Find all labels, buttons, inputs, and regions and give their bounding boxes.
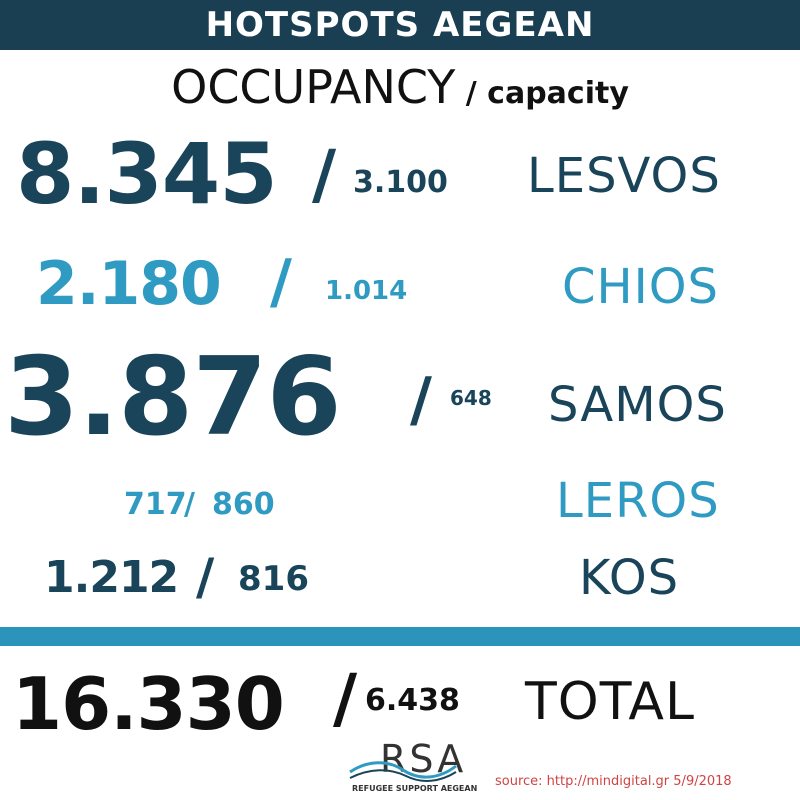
leros-occupancy: 717: [124, 487, 187, 522]
kos-name: KOS: [579, 550, 680, 606]
leros-name: LEROS: [556, 473, 720, 529]
leros-capacity: 860: [212, 487, 275, 522]
chios-separator: /: [270, 247, 292, 317]
total-separator: /: [333, 660, 358, 737]
wave-icon: [349, 761, 457, 782]
total-label: TOTAL: [525, 672, 695, 732]
header-title: HOTSPOTS AEGEAN: [205, 5, 595, 45]
subtitle-main: OCCUPANCY: [171, 60, 456, 114]
kos-separator: /: [196, 548, 215, 606]
lesvos-occupancy: 8.345: [16, 125, 278, 223]
samos-capacity: 648: [450, 386, 492, 410]
source-note: source: http://mindigital.gr 5/9/2018: [495, 774, 732, 789]
samos-occupancy: 3.876: [4, 335, 342, 460]
chios-occupancy: 2.180: [36, 249, 222, 319]
subtitle-separator: /: [455, 76, 488, 111]
kos-occupancy: 1.212: [44, 552, 179, 603]
subtitle-secondary: capacity: [487, 76, 629, 111]
leros-separator: /: [184, 487, 195, 522]
lesvos-capacity: 3.100: [353, 165, 448, 200]
lesvos-separator: /: [312, 136, 337, 213]
total-occupancy: 16.330: [12, 662, 285, 746]
lesvos-name: LESVOS: [527, 148, 721, 204]
total-capacity: 6.438: [365, 683, 460, 718]
divider-bar: [0, 627, 800, 646]
chios-name: CHIOS: [562, 259, 720, 315]
chios-capacity: 1.014: [325, 276, 408, 306]
header-banner: HOTSPOTS AEGEAN: [0, 0, 800, 50]
samos-name: SAMOS: [548, 377, 727, 433]
samos-separator: /: [410, 365, 432, 435]
subtitle: OCCUPANCY / capacity: [0, 58, 800, 123]
kos-capacity: 816: [238, 559, 309, 599]
rsa-logo-subtitle: REFUGEE SUPPORT AEGEAN: [352, 784, 478, 793]
